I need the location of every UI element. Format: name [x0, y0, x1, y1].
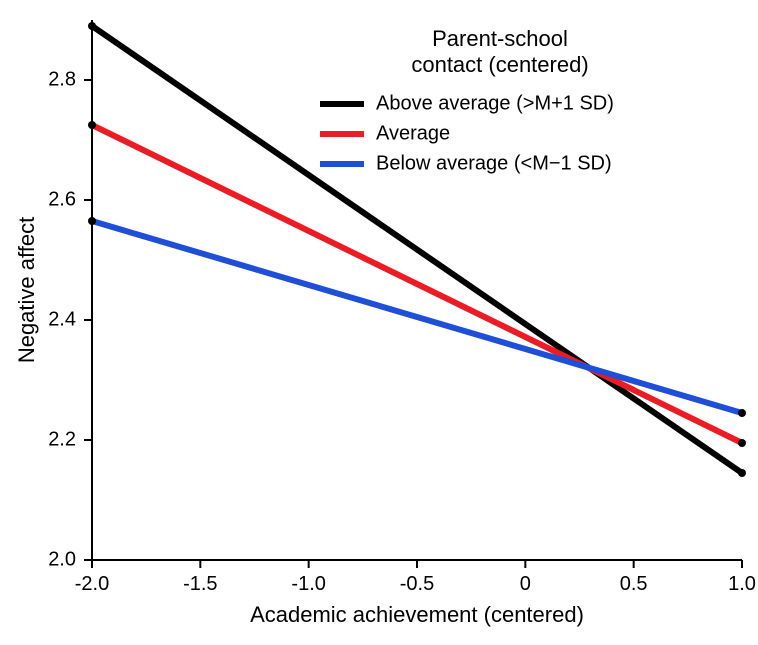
x-tick-label: -2.0 — [75, 573, 109, 595]
series-marker — [738, 469, 746, 477]
x-tick-label: -1.5 — [183, 573, 217, 595]
y-axis-label: Negative affect — [14, 217, 39, 363]
series-marker — [88, 121, 96, 129]
legend-item-label: Above average (>M+1 SD) — [376, 92, 614, 114]
legend-title-line2: contact (centered) — [411, 52, 588, 77]
x-tick-label: 0.5 — [620, 573, 648, 595]
x-tick-label: -0.5 — [400, 573, 434, 595]
y-tick-label: 2.0 — [48, 548, 76, 570]
series-marker — [88, 217, 96, 225]
y-tick-label: 2.2 — [48, 428, 76, 450]
series-marker — [738, 409, 746, 417]
x-tick-label: -1.0 — [291, 573, 325, 595]
y-tick-label: 2.6 — [48, 188, 76, 210]
x-tick-label: 0 — [520, 573, 531, 595]
legend-item-label: Below average (<M−1 SD) — [376, 152, 612, 174]
legend-title-line1: Parent-school — [432, 26, 568, 51]
chart-svg: -2.0 -1.5 -1.0 -0.5 0 0.5 1.0 2.0 2.2 2.4 2.6 2.8 Ac… — [0, 0, 758, 645]
x-tick-label: 1.0 — [728, 573, 756, 595]
series-marker — [88, 22, 96, 30]
y-tick-label: 2.4 — [48, 308, 76, 330]
line-chart: -2.0 -1.5 -1.0 -0.5 0 0.5 1.0 2.0 2.2 2.4 2.6 2.8 Ac… — [0, 0, 758, 645]
y-tick-label: 2.8 — [48, 68, 76, 90]
legend-item-label: Average — [376, 122, 450, 144]
x-axis-label: Academic achievement (centered) — [250, 602, 584, 627]
series-marker — [738, 439, 746, 447]
